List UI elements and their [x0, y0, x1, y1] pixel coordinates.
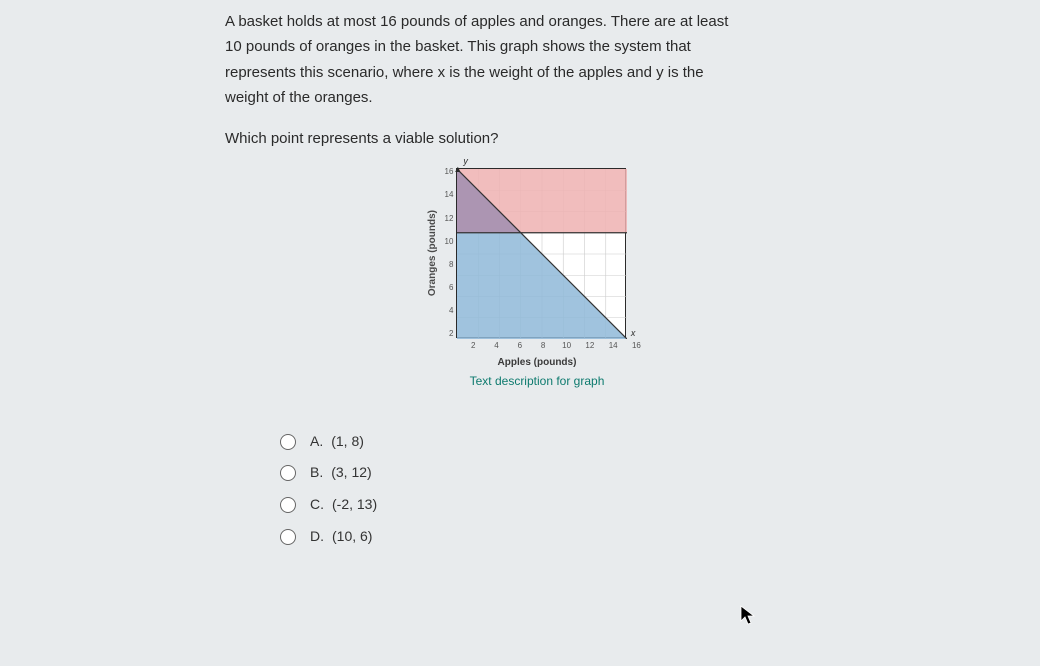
- choice-text: (3, 12): [331, 462, 371, 484]
- radio-icon[interactable]: [280, 529, 296, 545]
- choice-text: (-2, 13): [332, 494, 377, 516]
- problem-line: weight of the oranges.: [225, 86, 1040, 109]
- problem-line: A basket holds at most 16 pounds of appl…: [225, 10, 1040, 33]
- radio-icon[interactable]: [280, 497, 296, 513]
- y-tick: 8: [445, 261, 454, 269]
- choice-text: (10, 6): [332, 526, 372, 548]
- x-axis-title: x: [631, 327, 636, 341]
- y-axis-label: Oranges (pounds): [425, 210, 441, 296]
- y-axis-arrow-icon: ▲: [453, 163, 462, 177]
- y-tick: 16: [445, 168, 454, 176]
- radio-icon[interactable]: [280, 465, 296, 481]
- y-tick: 14: [445, 191, 454, 199]
- radio-icon[interactable]: [280, 434, 296, 450]
- choice-d[interactable]: D. (10, 6): [280, 526, 1040, 548]
- y-tick: 4: [445, 307, 454, 315]
- choice-letter: D.: [310, 526, 324, 548]
- chart-container: Oranges (pounds) 16 14 12 10 8 6 4 2: [425, 168, 1040, 390]
- answer-choices: A. (1, 8) B. (3, 12) C. (-2, 13) D. (10,…: [280, 431, 1040, 548]
- graph-description-link[interactable]: Text description for graph: [452, 372, 622, 391]
- problem-statement: A basket holds at most 16 pounds of appl…: [225, 10, 1040, 109]
- choice-a[interactable]: A. (1, 8): [280, 431, 1040, 453]
- problem-line: represents this scenario, where x is the…: [225, 61, 1040, 84]
- x-axis-label: Apples (pounds): [452, 355, 622, 371]
- y-tick: 6: [445, 284, 454, 292]
- y-tick: 12: [445, 215, 454, 223]
- y-axis-ticks: 16 14 12 10 8 6 4 2: [445, 168, 454, 338]
- y-tick: 2: [445, 330, 454, 338]
- chart-plot: y x ▲: [456, 168, 626, 338]
- choice-b[interactable]: B. (3, 12): [280, 462, 1040, 484]
- y-axis-title: y: [463, 155, 468, 169]
- choice-c[interactable]: C. (-2, 13): [280, 494, 1040, 516]
- choice-letter: A.: [310, 431, 323, 453]
- choice-text: (1, 8): [331, 431, 364, 453]
- choice-letter: C.: [310, 494, 324, 516]
- y-tick: 10: [445, 238, 454, 246]
- choice-letter: B.: [310, 462, 323, 484]
- x-axis-ticks: 2 4 6 8 10 12 14 16: [452, 340, 622, 352]
- problem-line: 10 pounds of oranges in the basket. This…: [225, 35, 1040, 58]
- question-text: Which point represents a viable solution…: [225, 127, 1040, 150]
